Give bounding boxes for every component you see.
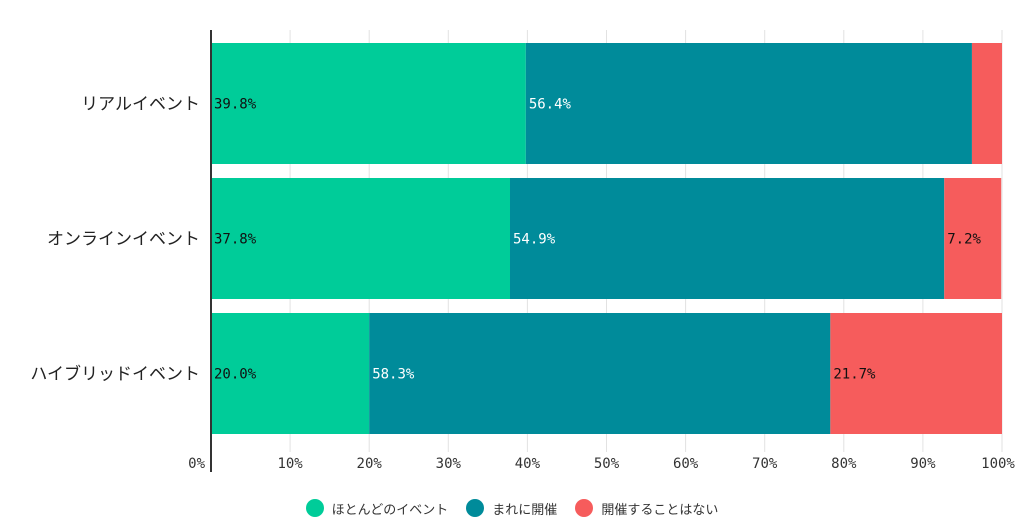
bar-groups <box>211 43 1002 434</box>
x-tick-label: 40% <box>515 456 541 472</box>
data-label: 21.7% <box>833 367 876 383</box>
legend: ほとんどのイベント まれに開催 開催することはない <box>0 496 1024 520</box>
data-label: 54.9% <box>513 232 556 248</box>
data-label: 20.0% <box>214 367 257 383</box>
data-label: 7.2% <box>947 232 981 248</box>
x-tick-label: 80% <box>831 456 857 472</box>
data-label: 39.8% <box>214 97 257 113</box>
legend-item-never: 開催することはない <box>575 499 718 518</box>
bar-segment <box>971 43 1002 164</box>
x-tick-label: 60% <box>673 456 699 472</box>
data-label: 37.8% <box>214 232 257 248</box>
x-tick-label: 100% <box>981 456 1015 472</box>
legend-item-mostly: ほとんどのイベント <box>305 499 449 518</box>
legend-item-rarely: まれに開催 <box>466 499 557 518</box>
data-label: 56.4% <box>529 97 572 113</box>
data-label: 58.3% <box>372 367 415 383</box>
x-tick-labels: 0% 10% 20% 30% 40% 50% 60% 70% 80% 90% 100% <box>188 456 1015 472</box>
x-tick-label: 30% <box>436 456 462 472</box>
x-tick-label: 90% <box>910 456 936 472</box>
category-label: リアルイベント <box>81 95 200 115</box>
legend-label-never: 開催することはない <box>601 502 719 518</box>
legend-swatch-rarely <box>466 499 485 517</box>
x-tick-label: 20% <box>357 456 383 472</box>
bar-segment <box>369 313 831 434</box>
bar-segment <box>509 178 945 299</box>
x-tick-label: 70% <box>752 456 778 472</box>
bar-segment <box>525 43 972 164</box>
stacked-bar-chart: 39.8% 56.4%37.8% 54.9% 7.2%20.0% 58.3% 21.7% … <box>30 30 1015 472</box>
legend-swatch-never <box>575 499 594 517</box>
bar-group <box>211 43 1002 164</box>
category-label: ハイブリッドイベント <box>30 364 200 385</box>
bar-segment <box>211 313 370 434</box>
legend-label-mostly: ほとんどのイベント <box>331 502 449 518</box>
data-labels: 39.8% 56.4% 37.8% 54.9% 7.2% 20.0% 58.3% 21.7% <box>214 97 982 383</box>
legend-label-rarely: まれに開催 <box>492 502 558 518</box>
bar-segment <box>830 313 1002 434</box>
x-tick-label: 10% <box>277 456 303 472</box>
x-tick-label: 0% <box>188 456 205 472</box>
x-tick-label: 50% <box>594 456 620 472</box>
legend-swatch-mostly <box>305 499 324 517</box>
bar-segment <box>211 43 526 164</box>
bar-segment <box>944 178 1002 299</box>
bar-group <box>211 313 1002 434</box>
bar-segment <box>211 178 510 299</box>
category-label: オンラインイベント <box>47 230 200 250</box>
bar-group <box>211 178 1002 299</box>
